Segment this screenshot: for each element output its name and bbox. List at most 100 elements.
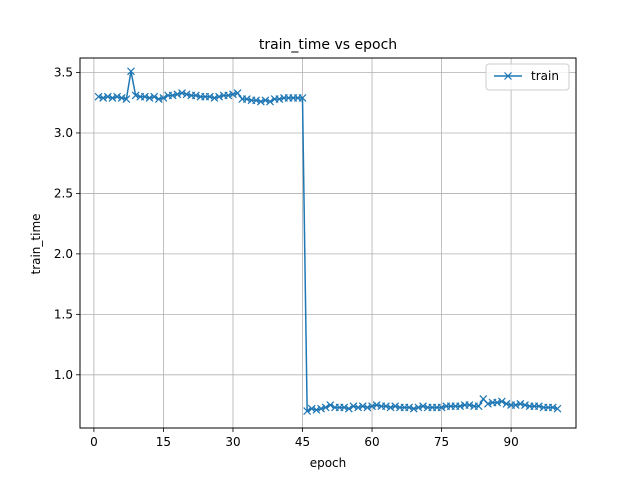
data-point [414, 403, 423, 412]
legend-box [485, 63, 570, 91]
x-axis-ticks: 0 15 30 45 60 75 90 [90, 428, 519, 449]
marker-stroke [261, 96, 270, 105]
marker-stroke [372, 401, 381, 409]
data-point [553, 404, 562, 413]
data-point [205, 92, 214, 101]
data-point [321, 403, 330, 412]
marker-stroke [516, 399, 525, 408]
marker-stroke [391, 402, 400, 411]
data-point [502, 399, 511, 408]
marker-stroke [191, 91, 200, 100]
x-tick-label: 75 [434, 435, 449, 449]
data-point [344, 404, 353, 413]
marker-stroke [103, 92, 112, 101]
data-point [307, 404, 316, 413]
data-point [405, 403, 414, 412]
data-point [252, 96, 261, 105]
marker-stroke [178, 89, 186, 97]
marker-stroke [409, 404, 418, 413]
data-point [215, 92, 223, 101]
marker-stroke [94, 92, 103, 101]
marker-stroke [474, 402, 483, 411]
marker-stroke [344, 404, 353, 413]
marker-stroke [229, 90, 237, 99]
x-tick-label: 45 [295, 435, 310, 449]
data-point [210, 93, 219, 102]
data-point [534, 402, 543, 411]
marker-stroke [210, 93, 219, 102]
data-point [312, 405, 321, 414]
marker-stroke [233, 89, 242, 97]
data-point [548, 403, 557, 412]
data-point [474, 402, 483, 411]
data-point [103, 92, 112, 101]
x-tick-label: 0 [90, 435, 98, 449]
data-point [340, 403, 349, 412]
marker-stroke [256, 97, 265, 106]
marker-stroke [312, 405, 321, 414]
x-tick-label: 30 [225, 435, 240, 449]
chart-title: train_time vs epoch [259, 37, 397, 53]
marker-stroke [224, 91, 233, 100]
data-point [484, 399, 492, 408]
marker-stroke [117, 93, 126, 102]
data-point [275, 95, 284, 104]
data-point [511, 401, 520, 409]
data-point [419, 402, 427, 411]
marker-stroke [354, 403, 363, 412]
data-point [456, 402, 465, 411]
x-tick-label: 15 [156, 435, 171, 449]
data-point [242, 95, 251, 104]
x-axis-label: epoch [310, 456, 347, 470]
data-point [113, 92, 122, 101]
marker-stroke [363, 403, 372, 412]
data-point [317, 404, 325, 413]
y-tick-label: 1.5 [54, 307, 73, 321]
marker-stroke [349, 402, 358, 411]
marker-stroke [317, 404, 325, 413]
marker-stroke [131, 91, 140, 100]
data-point [372, 401, 381, 409]
data-point [182, 90, 191, 99]
data-point [229, 90, 237, 99]
data-point [173, 90, 182, 99]
x-tick-label: 60 [364, 435, 379, 449]
data-point [159, 93, 168, 102]
data-point [298, 93, 307, 102]
data-point [108, 93, 117, 102]
data-point [145, 93, 154, 102]
marker-stroke [173, 90, 182, 99]
data-point [168, 91, 177, 100]
data-point [94, 92, 103, 101]
data-point [224, 91, 233, 100]
marker-stroke [456, 402, 465, 411]
data-point [382, 402, 390, 411]
data-point [465, 401, 474, 409]
series-line-train [98, 70, 558, 412]
marker-stroke [108, 93, 117, 102]
data-point [131, 91, 140, 100]
marker-stroke [405, 403, 414, 412]
data-point [363, 403, 372, 412]
data-point [117, 93, 126, 102]
data-point [127, 67, 135, 76]
marker-stroke [437, 403, 446, 412]
data-point [391, 402, 400, 411]
marker-stroke [182, 90, 191, 99]
marker-stroke [113, 92, 122, 101]
marker-stroke [534, 402, 543, 411]
y-tick-label: 1.0 [54, 368, 73, 382]
data-point [409, 404, 418, 413]
marker-stroke [150, 92, 159, 101]
marker-stroke [368, 402, 376, 411]
marker-stroke [298, 93, 307, 102]
marker-stroke [99, 93, 108, 102]
data-point [493, 398, 502, 407]
marker-stroke [414, 403, 423, 412]
data-point [349, 402, 358, 411]
y-axis-label: train_time [29, 213, 43, 274]
marker-stroke [307, 404, 316, 413]
marker-stroke [140, 92, 149, 101]
data-point [191, 91, 200, 100]
